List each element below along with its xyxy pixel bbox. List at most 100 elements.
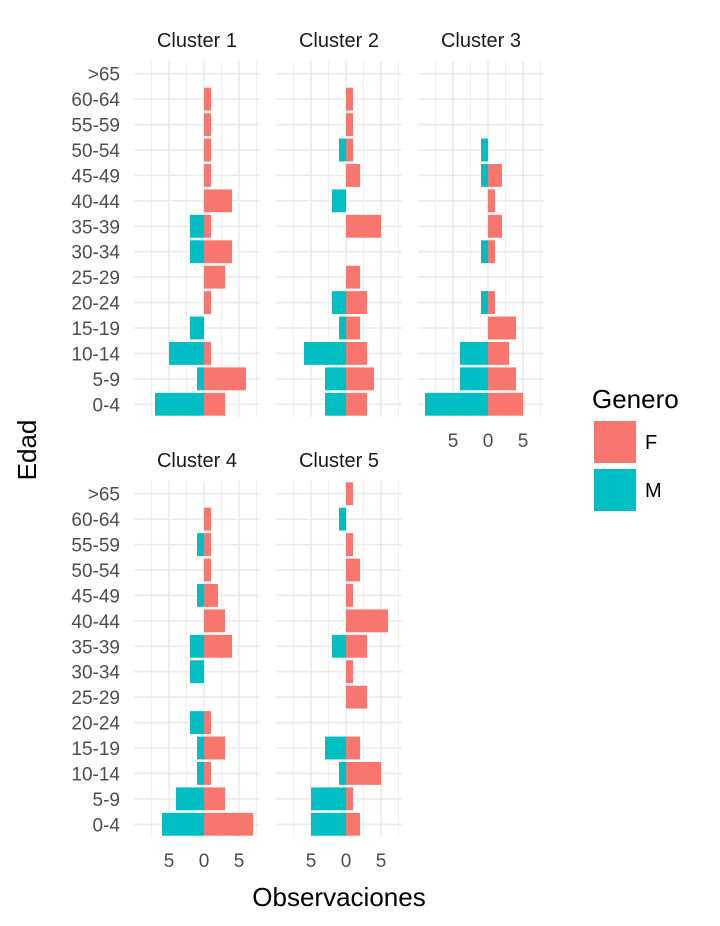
bar-f-35-39 [204,634,232,658]
y-axis-title: Edad [12,420,42,481]
bar-f-50-54 [346,138,353,162]
bar-f-40-44 [204,609,225,633]
bar-f-55-59 [346,533,353,557]
bar-f-35-39 [346,634,367,658]
x-tick-label: 0 [483,431,494,452]
legend-key-m [594,469,636,511]
bar-f-0-4 [346,392,367,416]
bar-m-35-39 [190,634,204,658]
bar-f-25-29 [346,265,360,289]
bar-f-50-54 [204,138,211,162]
bar-f-20-24 [488,291,495,315]
facet-panels: Cluster 1 0-4 5-9 10-14 15-19 20-24 25-29 30-34… [71,30,544,872]
bar-f-45-49 [346,583,353,607]
legend-label: M [645,480,662,502]
y-tick-label: 55-59 [71,116,120,137]
y-tick-label: 45-49 [71,166,120,187]
bar-m-55-59 [197,533,204,557]
bar-m-10-14 [339,761,346,785]
bar-m-30-34 [190,660,204,684]
bar-f-0-4 [346,812,360,836]
bar-f-55-59 [204,533,211,557]
bar-f-50-54 [204,558,211,582]
bar-f-35-39 [488,214,502,238]
y-tick-label: 45-49 [71,586,120,607]
x-tick-label: 5 [164,851,175,872]
y-tick-label: 10-14 [71,344,120,365]
bar-f-40-44 [488,189,495,213]
y-tick-label: 30-34 [71,243,120,264]
bar-f-60-64 [204,87,211,111]
x-tick-label: 5 [448,431,459,452]
bar-f-5-9 [346,787,353,811]
bar-f-55-59 [204,113,211,137]
panel-title: Cluster 3 [441,30,521,52]
bar-m-20-24 [332,291,346,315]
y-tick-label: 0-4 [93,395,121,416]
facet-panel: Cluster 1 0-4 5-9 10-14 15-19 20-24 25-29 30-34… [71,30,260,417]
bar-m-45-49 [481,163,488,187]
bar-m-35-39 [190,214,204,238]
x-tick-label: 5 [306,851,317,872]
legend: Genero F M [592,384,679,511]
y-tick-label: 55-59 [71,536,120,557]
y-tick-label: 40-44 [71,612,120,633]
y-tick-label: >65 [88,65,120,86]
bar-m-50-54 [481,138,488,162]
facet-panel: Cluster 2 [276,30,402,417]
facet-panel: Cluster 3 5 0 5 [418,30,544,452]
bar-m-15-19 [190,316,204,340]
bar-m-20-24 [190,711,204,735]
bar-f-5-9 [346,367,374,391]
bar-f-30-34 [204,240,232,264]
facet-panel: Cluster 4 0-4 5-9 10-14 15-19 20-24 25-29 30-34… [71,450,260,872]
x-tick-label: 5 [376,851,387,872]
y-tick-label: 50-54 [71,141,120,162]
y-tick-label: 5-9 [93,370,120,391]
y-tick-label: 20-24 [71,294,120,315]
bar-f-15-19 [204,736,225,760]
bar-f-15-19 [488,316,516,340]
bar-f-10-14 [488,341,509,365]
legend-label: F [645,432,657,454]
bar-f-35-39 [204,214,211,238]
bar-f-0-4 [488,392,523,416]
bar-m-15-19 [197,736,204,760]
bar-m-5-9 [460,367,488,391]
panel-title: Cluster 2 [299,30,379,52]
x-tick-label: 5 [518,431,529,452]
bar-m-10-14 [197,761,204,785]
bar-f-45-49 [346,163,360,187]
facet-panel: Cluster 5 5 0 5 [276,450,402,872]
bar-m-0-4 [155,392,204,416]
bar-f-10-14 [204,341,211,365]
y-tick-label: 15-19 [71,319,120,340]
bar-f-10-14 [204,761,211,785]
bar-f-25-29 [204,265,225,289]
bar-f->65 [346,482,353,506]
y-tick-label: 25-29 [71,688,120,709]
legend-key-f [594,421,636,463]
bar-f-35-39 [346,214,381,238]
bar-m-0-4 [311,812,346,836]
y-tick-label: 60-64 [71,90,120,111]
bar-m-15-19 [339,316,346,340]
y-tick-label: 35-39 [71,637,120,658]
bar-f-60-64 [346,87,353,111]
x-tick-label: 0 [341,851,352,872]
panel-title: Cluster 5 [299,450,379,472]
bar-f-10-14 [346,341,367,365]
bar-m-10-14 [304,341,346,365]
bar-f-50-54 [346,558,360,582]
bar-f-45-49 [204,163,211,187]
bar-m-0-4 [325,392,346,416]
y-tick-label: 10-14 [71,764,120,785]
bar-m-50-54 [339,138,346,162]
panel-title: Cluster 1 [157,30,237,52]
bar-f-0-4 [204,392,225,416]
bar-f-45-49 [488,163,502,187]
y-tick-label: 40-44 [71,192,120,213]
bar-m-30-34 [481,240,488,264]
bar-f-25-29 [346,685,367,709]
bar-f-15-19 [346,736,360,760]
